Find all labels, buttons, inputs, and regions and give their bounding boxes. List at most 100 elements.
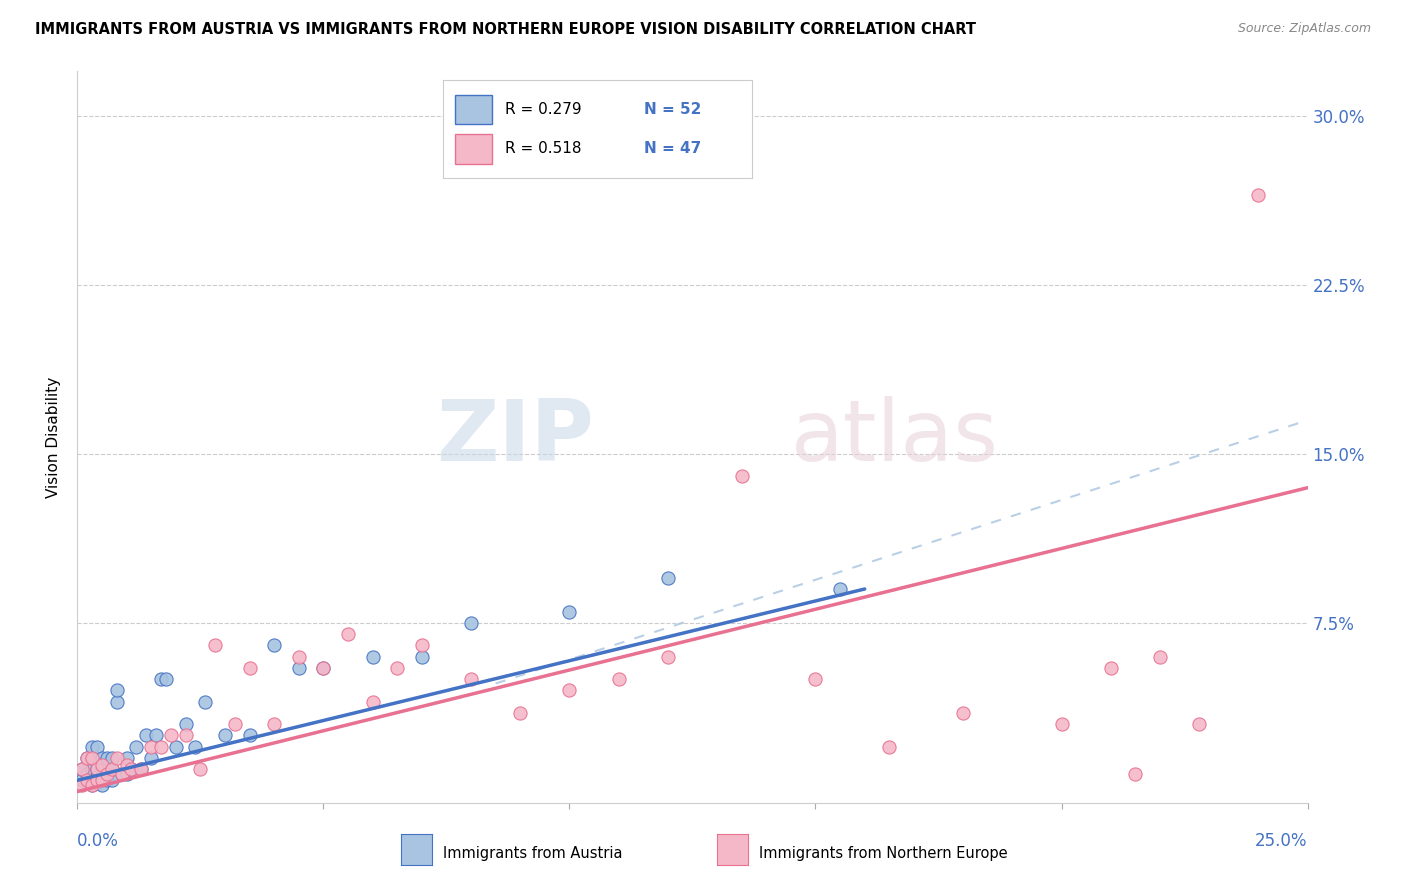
Text: ZIP: ZIP [436,395,595,479]
Bar [456,134,492,164]
Point [76,766,98,780]
Point [86,773,108,788]
Point [239,728,262,742]
Point [121,762,143,776]
Point [141,751,163,765]
Point [288,661,311,675]
Point [90,751,114,765]
Point [509,706,531,720]
Point [224,717,246,731]
Bar [456,95,492,124]
Point [558,605,581,619]
Point [411,638,433,652]
Point [105,694,128,708]
Point [312,661,335,675]
Y-axis label: Vision Disability: Vision Disability [46,376,62,498]
Point [90,757,114,772]
Point [76,751,98,765]
Text: atlas: atlas [792,395,998,479]
Point [1125,766,1147,780]
Point [288,649,311,664]
Point [204,638,226,652]
Text: R = 0.518: R = 0.518 [505,142,581,156]
Point [657,649,679,664]
Point [214,728,236,742]
Point [879,739,901,754]
Point [90,778,114,792]
Point [1247,188,1270,202]
Point [86,762,108,776]
Point [174,728,197,742]
Point [96,762,118,776]
Point [131,762,153,776]
Point [125,739,148,754]
Point [607,672,630,686]
Point [135,728,157,742]
Point [361,649,384,664]
Point [111,766,132,780]
Point [263,638,285,652]
Point [82,739,104,754]
Point [239,661,262,675]
Point [82,778,104,792]
Point [101,762,124,776]
Point [263,717,285,731]
Point [160,728,183,742]
Point [86,775,108,789]
Point [76,751,98,765]
Text: IMMIGRANTS FROM AUSTRIA VS IMMIGRANTS FROM NORTHERN EUROPE VISION DISABILITY COR: IMMIGRANTS FROM AUSTRIA VS IMMIGRANTS FR… [35,22,976,37]
Text: N = 47: N = 47 [644,142,702,156]
Point [361,694,384,708]
Point [115,757,138,772]
Point [96,751,118,765]
Point [1050,717,1073,731]
Point [150,739,173,754]
Point [76,773,98,788]
Point [731,469,754,483]
Point [1099,661,1122,675]
Point [70,762,93,776]
Point [131,762,153,776]
Point [76,773,98,788]
Point [82,778,104,792]
Point [194,694,217,708]
Point [830,582,852,596]
Point [952,706,974,720]
Point [460,672,482,686]
Point [145,728,167,742]
Point [90,762,114,776]
Text: 0.0%: 0.0% [77,832,120,850]
Point [111,766,132,780]
Point [150,672,173,686]
Text: Source: ZipAtlas.com: Source: ZipAtlas.com [1237,22,1371,36]
Point [82,769,104,783]
Point [165,739,187,754]
Point [70,778,93,792]
Point [105,683,128,698]
Point [86,739,108,754]
Point [101,762,124,776]
Point [90,769,114,783]
Point [1149,649,1171,664]
Text: 25.0%: 25.0% [1256,832,1308,850]
Point [115,766,138,780]
Point [96,773,118,788]
Text: N = 52: N = 52 [644,103,702,117]
Point [312,661,335,675]
Text: Immigrants from Northern Europe: Immigrants from Northern Europe [759,847,1008,861]
Point [86,762,108,776]
Point [184,739,207,754]
Point [337,627,360,641]
Point [1188,717,1211,731]
Text: Immigrants from Austria: Immigrants from Austria [443,847,623,861]
Point [190,762,212,776]
Text: R = 0.279: R = 0.279 [505,103,581,117]
Point [90,773,114,788]
Point [558,683,581,698]
Point [70,762,93,776]
Point [141,739,163,754]
Point [115,751,138,765]
Point [804,672,827,686]
Point [155,672,177,686]
Point [460,615,482,630]
